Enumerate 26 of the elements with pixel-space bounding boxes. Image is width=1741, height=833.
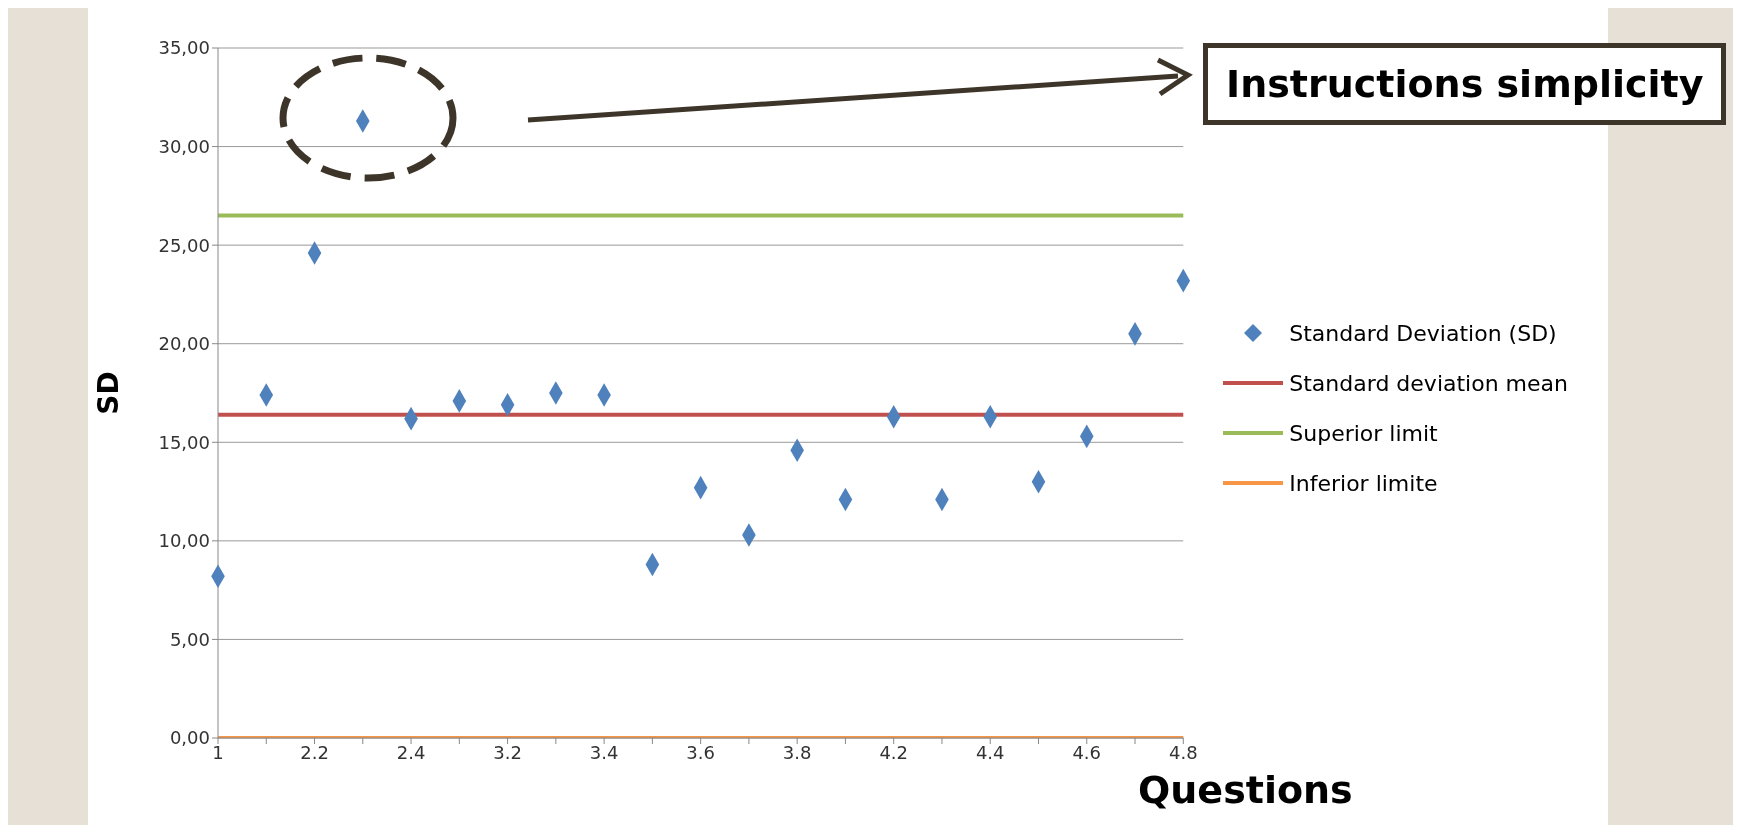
y-axis-title: SD <box>91 371 125 415</box>
x-axis-title: Questions <box>1138 768 1353 812</box>
x-tick-label: 3.4 <box>589 741 619 763</box>
x-tick-label: 4.4 <box>975 741 1005 763</box>
legend-label: Standard Deviation (SD) <box>1289 320 1557 346</box>
y-tick-label: 20,00 <box>158 333 210 355</box>
y-tick-label: 25,00 <box>158 234 210 256</box>
text: Instructions simplicity <box>1203 43 1727 125</box>
x-tick-label: 4.6 <box>1072 741 1102 763</box>
y-tick-label: 5,00 <box>169 628 210 650</box>
x-tick-label: 4.2 <box>879 741 909 763</box>
x-tick-label: 3.8 <box>782 741 812 763</box>
legend-label: Inferior limite <box>1289 470 1438 496</box>
y-tick-label: 10,00 <box>158 530 210 552</box>
legend-label: Superior limit <box>1289 420 1438 446</box>
y-tick-label: 15,00 <box>158 431 210 453</box>
x-tick-label: 1 <box>212 741 224 763</box>
y-tick-label: 0,00 <box>169 727 210 749</box>
x-tick-label: 3.6 <box>686 741 715 763</box>
y-tick-label: 30,00 <box>158 135 210 157</box>
x-tick-label: 2.2 <box>300 741 329 763</box>
x-tick-label: 3.2 <box>493 741 522 763</box>
legend-label: Standard deviation mean <box>1289 370 1568 396</box>
x-tick-label: 4.8 <box>1168 741 1198 763</box>
x-tick-label: 2.4 <box>396 741 426 763</box>
y-tick-label: 35,00 <box>158 37 210 59</box>
